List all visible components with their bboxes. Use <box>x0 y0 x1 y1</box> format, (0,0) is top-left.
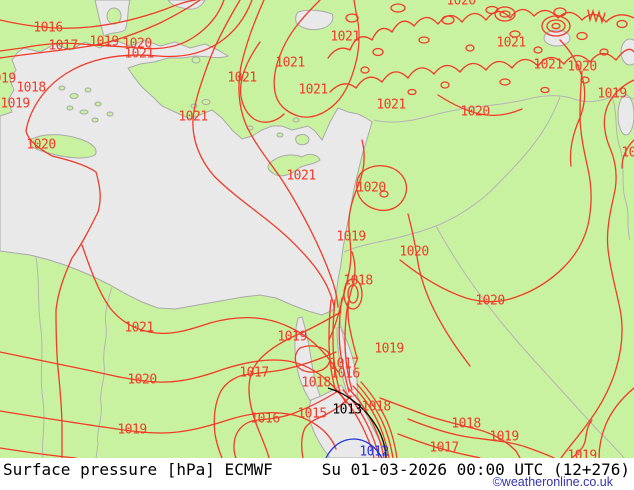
status-bar: Surface pressure [hPa] ECMWF Su 01-03-20… <box>0 458 634 490</box>
isobar-label: 1021 <box>330 30 359 45</box>
isobar-label: 1018 <box>16 81 45 96</box>
isobar-label: 1018 <box>361 400 390 415</box>
isobar-label: 1020 <box>127 373 156 388</box>
isobar-label: 1019 <box>277 330 306 345</box>
isobar-label: 1012 <box>359 445 388 459</box>
isobar-label: 1013 <box>332 403 361 418</box>
product-title: Surface pressure [hPa] ECMWF <box>3 460 273 479</box>
isobar-label: 1016 <box>250 412 279 427</box>
isobar-label: 1020 <box>460 105 489 120</box>
lake-urmia <box>620 38 634 66</box>
isobar-label: 1021 <box>124 47 153 62</box>
isobar-label: 1018 <box>301 376 330 391</box>
isobar-label: 1021 <box>376 98 405 113</box>
isobars-red <box>0 0 634 458</box>
border-jordan-iraq <box>343 191 491 253</box>
rhodes-island <box>295 134 310 146</box>
isobar-label: 1019 <box>117 423 146 438</box>
map-canvas: 1016101710191020102110191018101910201021… <box>0 0 634 458</box>
isobar-label: 1019 <box>621 146 634 161</box>
mediterranean-sea <box>0 39 373 316</box>
isobar-label: 1015 <box>297 407 326 422</box>
isobar-label: 1020 <box>446 0 475 9</box>
isobar-label: 1021 <box>227 71 256 86</box>
nile-river <box>95 286 113 458</box>
lake-east <box>617 94 634 136</box>
valid-time: Su 01-03-2026 00:00 UTC (12+276) <box>321 460 630 479</box>
surface-pressure-map: 1016101710191020102110191018101910201021… <box>0 0 634 458</box>
isobar-black-1013 <box>327 387 387 458</box>
isobar-label: 1016 <box>330 367 359 382</box>
isobar-label: 1019 <box>489 430 518 445</box>
isobar-label: 1017 <box>239 366 268 381</box>
isobar-label: 1020 <box>567 60 596 75</box>
isobar-label: 1019 <box>336 230 365 245</box>
border-saudi-diagonal <box>435 225 625 458</box>
isobar-label: 1017 <box>429 441 458 456</box>
isobar-label: 1021 <box>533 58 562 73</box>
isobar-label: 1021 <box>286 169 315 184</box>
isobar-label: 1019 <box>374 342 403 357</box>
sea-shapes <box>0 0 634 458</box>
isobar-label: 1021 <box>298 83 327 98</box>
isobar-label: 1020 <box>122 37 151 52</box>
isobar-label: 1019 <box>597 87 626 102</box>
isobar-label: 1019 <box>0 97 29 112</box>
isobar-label: 1019 <box>567 449 596 459</box>
border-iran <box>611 96 631 241</box>
isobar-label: 1020 <box>26 138 55 153</box>
isobar-label: 1017 <box>48 39 77 54</box>
isobar-label: 1018 <box>451 417 480 432</box>
isobar-label: 1020 <box>356 181 385 196</box>
isobar-label: 1017 <box>329 357 358 372</box>
isobar-label: 1016 <box>33 21 62 36</box>
isobar-label: 1021 <box>124 321 153 336</box>
copyright-link[interactable]: ©weatheronline.co.uk <box>492 475 613 489</box>
isobar-blue-low <box>325 438 383 458</box>
isobar-label: 1021 <box>496 36 525 51</box>
isobar-label: 1020 <box>475 294 504 309</box>
isobar-label: 1021 <box>178 110 207 125</box>
isobar-label: 1020 <box>399 245 428 260</box>
isobar-label: 1019 <box>89 35 118 50</box>
cyprus-island <box>267 153 321 177</box>
isobar-label: 1019 <box>0 72 16 87</box>
islands <box>29 7 321 177</box>
isobar-label: 1021 <box>275 56 304 71</box>
isobar-labels-layer: 1016101710191020102110191018101910201021… <box>0 0 634 458</box>
border-syria-iraq <box>489 96 561 193</box>
isobar-label: 1018 <box>343 274 372 289</box>
